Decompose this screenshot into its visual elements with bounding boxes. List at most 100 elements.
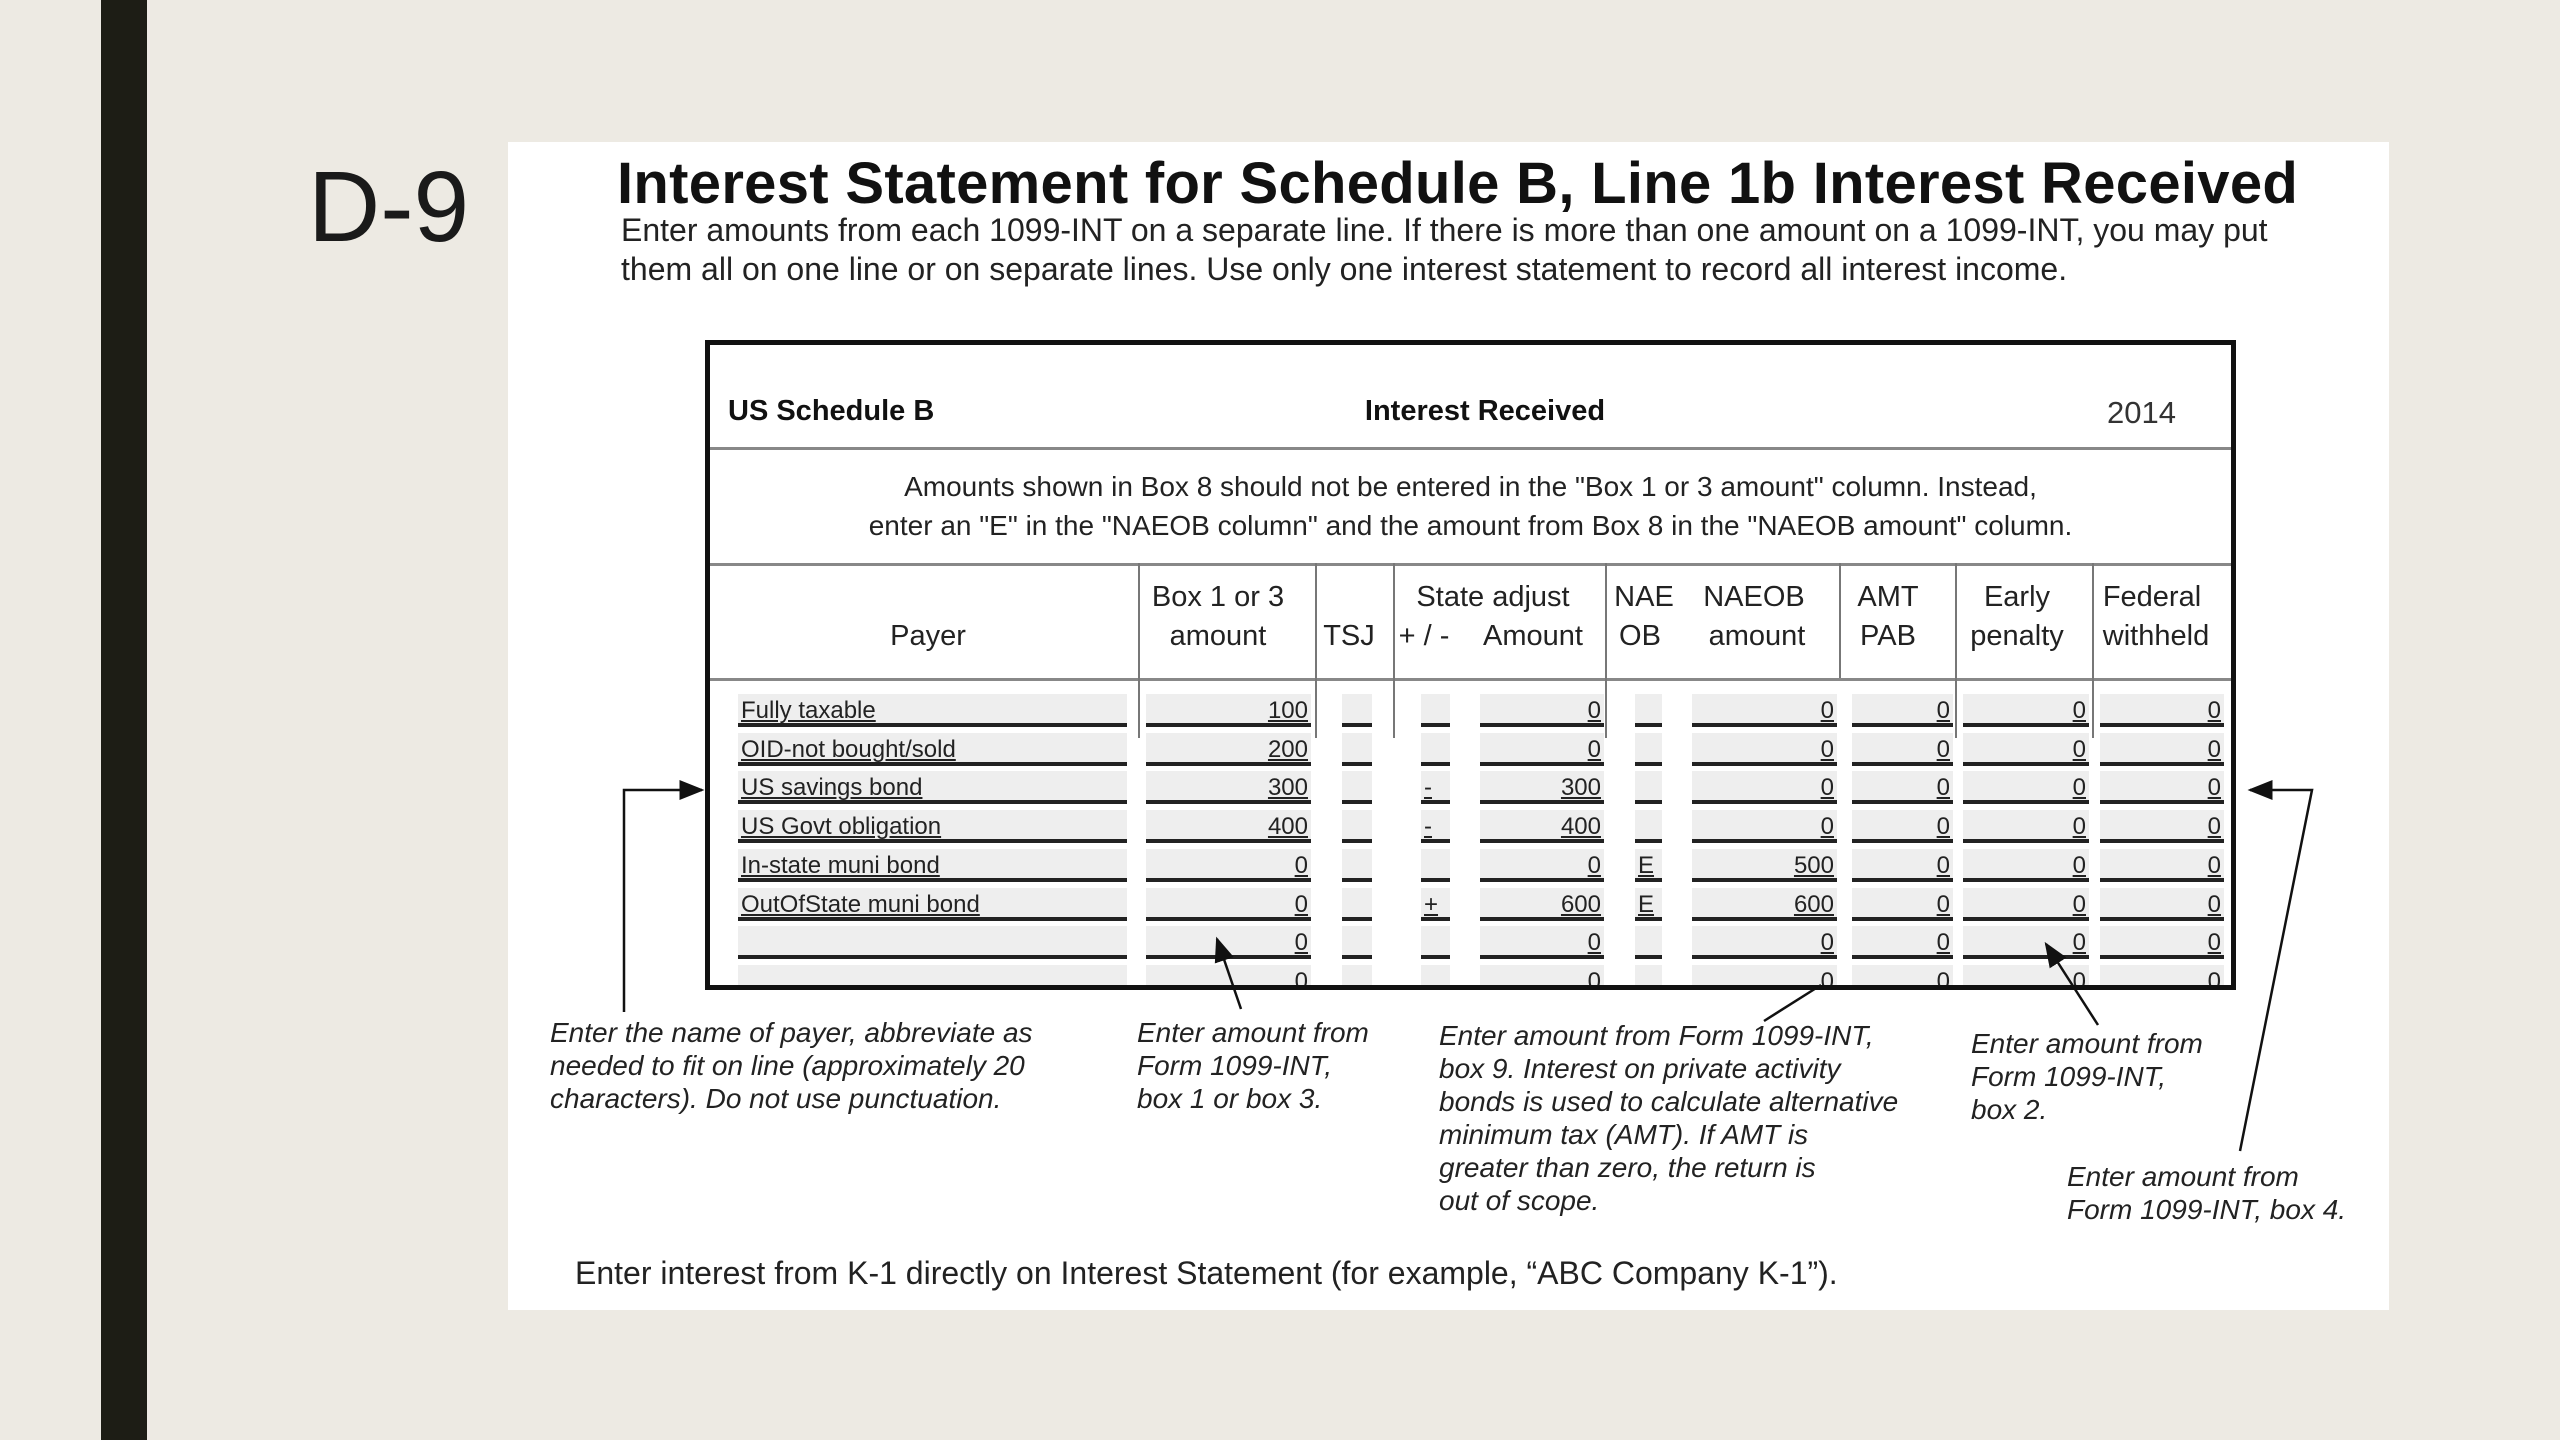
arrow-box1 (1214, 936, 1243, 1010)
naeob-amount-field[interactable]: 0 (1692, 771, 1837, 805)
column-header-box1-l2: amount (1169, 620, 1267, 652)
amt-pab-field[interactable]: 0 (1852, 732, 1953, 766)
state-amount-field[interactable]: 0 (1480, 926, 1604, 960)
federal-withheld-field[interactable]: 0 (2100, 771, 2224, 805)
tsj-field[interactable] (1342, 964, 1372, 985)
annotation-line: bonds is used to calculate alternative (1439, 1086, 1899, 1117)
sign-field[interactable] (1421, 964, 1450, 985)
naeob-amount-field[interactable]: 0 (1692, 694, 1837, 727)
state-amount-field[interactable]: 0 (1480, 694, 1604, 727)
payer-field[interactable]: In-state muni bond (738, 848, 1127, 882)
amt-pab-field[interactable]: 0 (1852, 964, 1953, 985)
tsj-field[interactable] (1342, 732, 1372, 766)
annotation-line: characters). Do not use punctuation. (550, 1083, 1002, 1114)
divider (710, 678, 2231, 681)
annotation-line: box 2. (1971, 1094, 2048, 1125)
naeob-amount-field[interactable]: 0 (1692, 732, 1837, 766)
sign-field[interactable]: + (1421, 887, 1450, 921)
box1-field[interactable]: 100 (1146, 694, 1311, 727)
naeob-field[interactable] (1635, 732, 1662, 766)
naeob-amount-field[interactable]: 0 (1692, 810, 1837, 844)
naeob-field[interactable] (1635, 926, 1662, 960)
naeob-field[interactable]: E (1635, 887, 1662, 921)
early-penalty-field[interactable]: 0 (1963, 810, 2089, 844)
early-penalty-field[interactable]: 0 (1963, 926, 2089, 960)
state-amount-field[interactable]: 300 (1480, 771, 1604, 805)
federal-withheld-field[interactable]: 0 (2100, 926, 2224, 960)
box1-field[interactable]: 0 (1146, 848, 1311, 882)
column-divider (1605, 563, 1607, 738)
sign-field[interactable] (1421, 694, 1450, 727)
form-note-line-1: Amounts shown in Box 8 should not be ent… (904, 471, 2037, 502)
naeob-field[interactable] (1635, 964, 1662, 985)
column-divider (1393, 563, 1395, 738)
sign-field[interactable] (1421, 926, 1450, 960)
annotation-line: minimum tax (AMT). If AMT is (1439, 1119, 1809, 1150)
amt-pab-field[interactable]: 0 (1852, 887, 1953, 921)
federal-withheld-field[interactable]: 0 (2100, 694, 2224, 727)
naeob-amount-field[interactable]: 0 (1692, 926, 1837, 960)
sign-field[interactable] (1421, 732, 1450, 766)
payer-field[interactable]: US savings bond (738, 771, 1127, 805)
subtitle-line-2: them all on one line or on separate line… (621, 251, 2068, 287)
payer-field[interactable]: Fully taxable (738, 694, 1127, 727)
amt-pab-field[interactable]: 0 (1852, 926, 1953, 960)
naeob-field[interactable] (1635, 810, 1662, 844)
annotation-line: Form 1099-INT, (1137, 1050, 1333, 1081)
payer-field[interactable]: US Govt obligation (738, 810, 1127, 844)
early-penalty-field[interactable]: 0 (1963, 848, 2089, 882)
amt-pab-field[interactable]: 0 (1852, 810, 1953, 844)
naeob-field[interactable] (1635, 771, 1662, 805)
column-header-state-sign: + / - (1398, 620, 1450, 652)
early-penalty-field[interactable]: 0 (1963, 887, 2089, 921)
annotation-box2: Enter amount from Form 1099-INT, box 2. (1971, 1027, 2203, 1126)
state-amount-field[interactable]: 0 (1480, 732, 1604, 766)
state-amount-field[interactable]: 0 (1480, 848, 1604, 882)
column-header-state-l1: State adjust (1416, 581, 1570, 613)
early-penalty-field[interactable]: 0 (1963, 694, 2089, 727)
early-penalty-field[interactable]: 0 (1963, 732, 2089, 766)
federal-withheld-field[interactable]: 0 (2100, 732, 2224, 766)
federal-withheld-field[interactable]: 0 (2100, 964, 2224, 985)
tsj-field[interactable] (1342, 926, 1372, 960)
early-penalty-field[interactable]: 0 (1963, 771, 2089, 805)
column-header-naeob-l1: NAEOB (1703, 581, 1805, 613)
sign-field[interactable]: - (1421, 771, 1450, 805)
annotation-line: Enter amount from (1137, 1017, 1369, 1048)
tsj-field[interactable] (1342, 694, 1372, 727)
amt-pab-field[interactable]: 0 (1852, 848, 1953, 882)
box1-field[interactable]: 400 (1146, 810, 1311, 844)
payer-field[interactable]: OID-not bought/sold (738, 732, 1127, 766)
column-header-early-l2: penalty (1970, 620, 2064, 652)
naeob-amount-field[interactable]: 500 (1692, 848, 1837, 882)
tsj-field[interactable] (1342, 848, 1372, 882)
naeob-field[interactable]: E (1635, 848, 1662, 882)
payer-field[interactable] (738, 926, 1127, 960)
column-header-state-amount: Amount (1483, 620, 1583, 652)
state-amount-field[interactable]: 600 (1480, 887, 1604, 921)
tsj-field[interactable] (1342, 887, 1372, 921)
payer-field[interactable] (738, 964, 1127, 985)
state-amount-field[interactable]: 400 (1480, 810, 1604, 844)
payer-field[interactable]: OutOfState muni bond (738, 887, 1127, 921)
column-divider (1955, 563, 1957, 738)
naeob-field[interactable] (1635, 694, 1662, 727)
federal-withheld-field[interactable]: 0 (2100, 848, 2224, 882)
federal-withheld-field[interactable]: 0 (2100, 810, 2224, 844)
box1-field[interactable]: 300 (1146, 771, 1311, 805)
form-note-line-2: enter an "E" in the "NAEOB column" and t… (868, 510, 2073, 541)
naeob-amount-field[interactable]: 0 (1692, 964, 1837, 985)
amt-pab-field[interactable]: 0 (1852, 771, 1953, 805)
sign-field[interactable] (1421, 848, 1450, 882)
form-year: 2014 (2107, 395, 2176, 430)
amt-pab-field[interactable]: 0 (1852, 694, 1953, 727)
naeob-amount-field[interactable]: 600 (1692, 887, 1837, 921)
tsj-field[interactable] (1342, 771, 1372, 805)
box1-field[interactable]: 200 (1146, 732, 1311, 766)
box1-field[interactable]: 0 (1146, 887, 1311, 921)
sign-field[interactable]: - (1421, 810, 1450, 844)
federal-withheld-field[interactable]: 0 (2100, 887, 2224, 921)
tsj-field[interactable] (1342, 810, 1372, 844)
early-penalty-field[interactable]: 0 (1963, 964, 2089, 985)
state-amount-field[interactable]: 0 (1480, 964, 1604, 985)
